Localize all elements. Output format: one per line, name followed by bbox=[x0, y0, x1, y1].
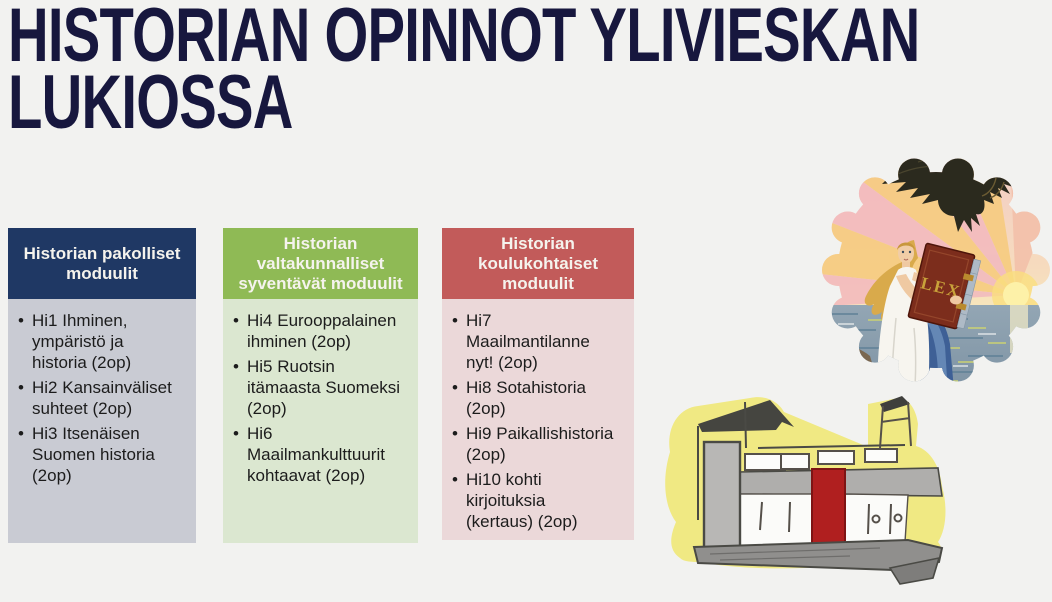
book-pages bbox=[956, 258, 982, 330]
maiden-hair-top bbox=[897, 242, 915, 250]
building-lower-windows-left bbox=[739, 493, 813, 547]
building-pavement bbox=[692, 538, 944, 572]
building-pavement-tail bbox=[888, 556, 941, 585]
shore-rocks-highlight bbox=[826, 352, 866, 370]
building-door-handles bbox=[867, 503, 903, 535]
book-clasp bbox=[962, 273, 974, 282]
list-item: Hi7 Maailmantilanne nyt! (2op) bbox=[452, 310, 630, 373]
list-item: Hi8 Sotahistoria (2op) bbox=[452, 377, 630, 419]
list-item: Hi2 Kansainväliset suhteet (2op) bbox=[18, 377, 192, 419]
list-item: Hi3 Itsenäisen Suomen historia (2op) bbox=[18, 423, 192, 486]
eagle-eye bbox=[1000, 173, 1004, 177]
list-item: Hi5 Ruotsin itämaasta Suomeksi (2op) bbox=[233, 356, 414, 419]
building-upper-windows bbox=[744, 448, 898, 471]
maiden-neck bbox=[902, 262, 910, 270]
building-pillar bbox=[702, 440, 742, 559]
column-pakolliset-moduulit: Historian pakolliset moduulit Hi1 Ihmine… bbox=[8, 228, 196, 543]
school-building-illustration bbox=[665, 396, 946, 585]
maiden-face bbox=[898, 242, 914, 264]
column-header: Historian koulukohtaiset moduulit bbox=[442, 228, 634, 299]
lex-book: LEX bbox=[907, 242, 982, 330]
list-item: Hi6 Maailmankulttuurit kohtaavat (2op) bbox=[233, 423, 414, 486]
slide-title: HISTORIAN OPINNOT YLIVIESKAN LUKIOSSA bbox=[8, 0, 920, 145]
maiden-drape-light bbox=[920, 306, 947, 378]
list-item: Hi10 kohti kirjoituksia (kertaus) (2op) bbox=[452, 469, 630, 532]
sun-core bbox=[1003, 282, 1029, 308]
maiden-postcard-illustration: LEX bbox=[822, 158, 1050, 382]
list-item: Hi1 Ihminen, ympäristö ja historia (2op) bbox=[18, 310, 192, 373]
sun-reflection bbox=[1010, 305, 1028, 353]
building-chimney-cap bbox=[880, 396, 910, 412]
list-item: Hi9 Paikallishistoria (2op) bbox=[452, 423, 630, 465]
column-header: Historian valtakunnalliset syventävät mo… bbox=[223, 228, 418, 299]
book-clasp bbox=[955, 302, 967, 311]
column-valtakunnalliset-moduulit: Historian valtakunnalliset syventävät mo… bbox=[223, 228, 418, 543]
column-koulukohtaiset-moduulit: Historian koulukohtaiset moduulit Hi7 Ma… bbox=[442, 228, 634, 540]
column-body: Hi7 Maailmantilanne nyt! (2op) Hi8 Sotah… bbox=[442, 299, 634, 540]
list-item: Hi4 Eurooppalainen ihminen (2op) bbox=[233, 310, 414, 352]
column-body: Hi1 Ihminen, ympäristö ja historia (2op)… bbox=[8, 299, 196, 543]
maiden-hand bbox=[950, 295, 962, 305]
column-header: Historian pakolliset moduulit bbox=[8, 228, 196, 299]
column-body: Hi4 Eurooppalainen ihminen (2op) Hi5 Ruo… bbox=[223, 299, 418, 543]
building-doors-white bbox=[844, 493, 909, 545]
